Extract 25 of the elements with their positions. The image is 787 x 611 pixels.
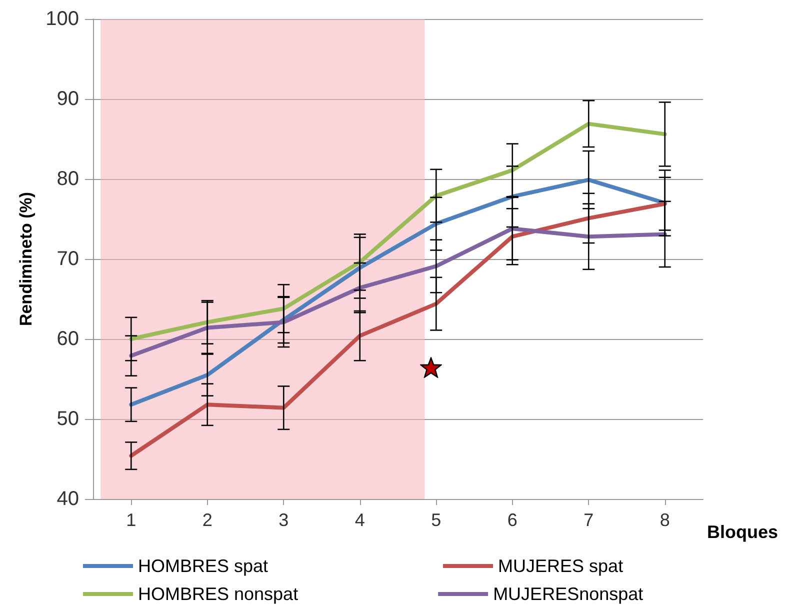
x-tick-label: 2 [202,510,212,530]
y-tick-label: 80 [56,168,79,190]
line-series [129,226,667,358]
y-tick-label: 90 [56,88,79,110]
x-tick-label: 8 [660,510,670,530]
y-tick-label: 40 [56,488,79,510]
line-series [129,202,667,458]
y-tick-label: 50 [56,408,79,430]
x-tick-label: 6 [507,510,518,530]
y-tick-label: 60 [56,328,79,350]
x-tick-label: 1 [126,510,136,530]
line-series [129,122,667,341]
line-series [129,178,667,407]
x-tick-label: 4 [354,510,365,530]
x-axis-title: Bloques [707,522,778,542]
x-tick-label: 3 [278,510,289,530]
legend-label: HOMBRES nonspat [138,584,298,604]
x-tick-label: 7 [584,510,594,530]
legend-label: HOMBRES spat [138,556,268,576]
y-tick-label: 100 [46,8,79,30]
y-tick-label: 70 [56,248,79,270]
x-tick-label: 5 [431,510,442,530]
legend-label: MUJERESnonspat [493,584,644,604]
y-axis-title: Rendimineto (%) [16,192,36,326]
legend-label: MUJERES spat [498,556,624,576]
